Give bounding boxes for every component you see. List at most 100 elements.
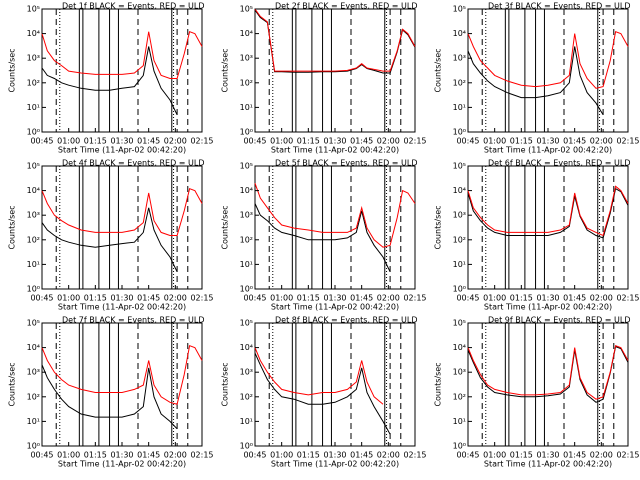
y-tick-label: 10⁰ [27, 285, 40, 294]
y-tick-label: 10² [240, 235, 253, 244]
x-tick-label: 00:45 [243, 294, 266, 303]
y-tick-label: 10³ [27, 368, 40, 377]
y-axis-label: Counts/sec [8, 205, 17, 249]
y-tick-label: 10³ [240, 368, 253, 377]
series-line [467, 345, 629, 400]
x-axis-label: Start Time (11-Apr-02 00:42:20) [58, 303, 186, 312]
x-axis-label: Start Time (11-Apr-02 00:42:20) [484, 303, 612, 312]
y-axis-label: Counts/sec [434, 48, 443, 92]
y-tick-label: 10⁵ [240, 5, 253, 14]
x-axis-label: Start Time (11-Apr-02 00:42:20) [58, 460, 186, 469]
x-axis-label: Start Time (11-Apr-02 00:42:20) [484, 460, 612, 469]
x-axis-label: Start Time (11-Apr-02 00:42:20) [484, 146, 612, 155]
y-tick-label: 10⁰ [453, 128, 466, 137]
y-tick-label: 10³ [240, 211, 253, 220]
series-line [41, 31, 203, 79]
x-tick-label: 02:15 [403, 294, 426, 303]
x-tick-label: 01:30 [536, 451, 559, 460]
x-tick-label: 01:15 [297, 137, 320, 146]
x-tick-label: 02:00 [377, 137, 400, 146]
y-tick-label: 10² [240, 78, 253, 87]
y-tick-label: 10² [453, 235, 466, 244]
x-tick-label: 02:15 [403, 451, 426, 460]
x-tick-label: 01:00 [57, 451, 80, 460]
x-tick-label: 01:45 [350, 137, 373, 146]
series-line [467, 31, 629, 89]
x-tick-label: 01:30 [323, 137, 346, 146]
series-line [41, 46, 178, 116]
y-axis-label: Counts/sec [221, 362, 230, 406]
y-tick-label: 10³ [27, 54, 40, 63]
y-tick-label: 10⁵ [453, 319, 466, 328]
y-tick-label: 10⁴ [453, 343, 466, 352]
y-axis-label: Counts/sec [221, 48, 230, 92]
y-tick-label: 10² [453, 78, 466, 87]
x-tick-label: 01:00 [483, 137, 506, 146]
y-tick-label: 10¹ [27, 260, 40, 269]
x-tick-label: 00:45 [243, 137, 266, 146]
x-tick-label: 02:15 [616, 137, 639, 146]
y-tick-label: 10¹ [27, 103, 40, 112]
x-tick-label: 00:45 [30, 137, 53, 146]
y-tick-label: 10⁵ [27, 5, 40, 14]
x-tick-label: 01:00 [270, 451, 293, 460]
x-tick-label: 01:45 [137, 451, 160, 460]
y-axis-label: Counts/sec [434, 205, 443, 249]
y-tick-label: 10⁴ [27, 29, 40, 38]
x-tick-label: 00:45 [456, 137, 479, 146]
x-tick-label: 01:45 [350, 294, 373, 303]
x-tick-label: 02:15 [616, 294, 639, 303]
series-line [254, 183, 416, 248]
series-line [467, 185, 629, 237]
x-tick-label: 02:15 [616, 451, 639, 460]
x-tick-label: 02:15 [190, 137, 213, 146]
x-tick-label: 01:00 [483, 294, 506, 303]
series-line [41, 364, 178, 430]
x-tick-label: 01:15 [510, 451, 533, 460]
series-line [467, 187, 629, 239]
y-tick-label: 10³ [453, 211, 466, 220]
x-tick-label: 01:00 [57, 137, 80, 146]
x-tick-label: 02:00 [590, 294, 613, 303]
x-tick-label: 01:15 [297, 451, 320, 460]
x-tick-label: 02:00 [377, 451, 400, 460]
y-tick-label: 10¹ [240, 260, 253, 269]
y-tick-label: 10⁰ [27, 442, 40, 451]
y-tick-label: 10² [240, 392, 253, 401]
x-tick-label: 01:00 [270, 137, 293, 146]
series-line [254, 203, 391, 273]
x-tick-label: 01:30 [110, 137, 133, 146]
chart-title: Det 4f BLACK = Events, RED = ULD [62, 159, 205, 168]
series-line [254, 347, 384, 405]
y-axis-label: Counts/sec [8, 48, 17, 92]
x-tick-label: 02:00 [164, 137, 187, 146]
x-tick-label: 01:30 [110, 451, 133, 460]
y-axis-label: Counts/sec [8, 362, 17, 406]
y-tick-label: 10³ [453, 368, 466, 377]
x-tick-label: 01:15 [84, 137, 107, 146]
x-axis-label: Start Time (11-Apr-02 00:42:20) [271, 460, 399, 469]
y-tick-label: 10³ [453, 54, 466, 63]
y-tick-label: 10¹ [27, 417, 40, 426]
x-tick-label: 01:15 [510, 137, 533, 146]
x-tick-label: 01:30 [536, 137, 559, 146]
y-tick-label: 10² [27, 235, 40, 244]
plot-frame [41, 8, 203, 133]
y-tick-label: 10² [27, 78, 40, 87]
y-tick-label: 10⁴ [27, 343, 40, 352]
y-axis-label: Counts/sec [221, 205, 230, 249]
x-tick-label: 01:15 [510, 294, 533, 303]
y-tick-label: 10¹ [453, 260, 466, 269]
x-tick-label: 01:15 [84, 451, 107, 460]
x-tick-label: 01:45 [350, 451, 373, 460]
y-tick-label: 10¹ [453, 103, 466, 112]
series-line [41, 207, 178, 273]
x-tick-label: 00:45 [30, 451, 53, 460]
x-tick-label: 00:45 [243, 451, 266, 460]
chart-title: Det 5f BLACK = Events, RED = ULD [275, 159, 418, 168]
y-tick-label: 10⁵ [240, 319, 253, 328]
y-tick-label: 10⁰ [453, 285, 466, 294]
x-tick-label: 02:00 [590, 451, 613, 460]
y-tick-label: 10⁵ [27, 162, 40, 171]
